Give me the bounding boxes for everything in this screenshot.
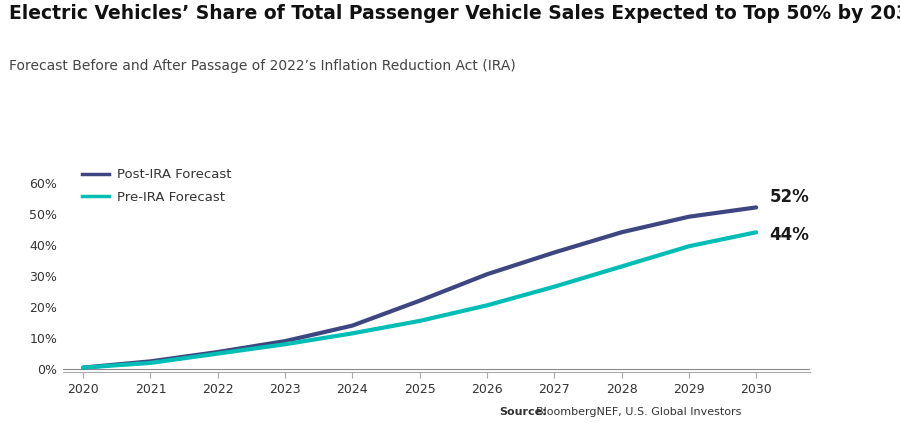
Legend: Post-IRA Forecast, Pre-IRA Forecast: Post-IRA Forecast, Pre-IRA Forecast — [77, 163, 237, 209]
Text: Electric Vehicles’ Share of Total Passenger Vehicle Sales Expected to Top 50% by: Electric Vehicles’ Share of Total Passen… — [9, 4, 900, 23]
Text: BloombergNEF, U.S. Global Investors: BloombergNEF, U.S. Global Investors — [536, 407, 741, 417]
Text: 52%: 52% — [770, 187, 809, 206]
Text: Forecast Before and After Passage of 2022’s Inflation Reduction Act (IRA): Forecast Before and After Passage of 202… — [9, 59, 516, 73]
Text: Source:: Source: — [500, 407, 547, 417]
Text: 44%: 44% — [770, 226, 809, 244]
